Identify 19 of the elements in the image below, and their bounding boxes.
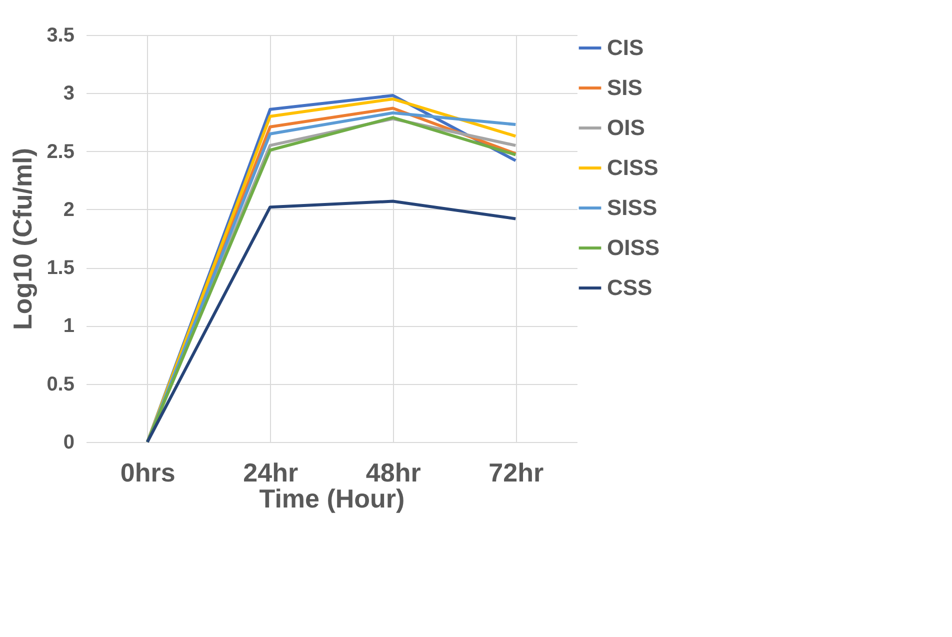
legend-label: CISS: [607, 155, 658, 180]
legend-label: CIS: [607, 35, 644, 60]
y-tick-label: 1: [63, 315, 74, 338]
y-tick-label: 0.5: [46, 373, 74, 396]
x-tick-label: 72hr: [488, 458, 544, 488]
y-tick-label: 3.5: [46, 24, 74, 46]
legend-label: OISS: [607, 235, 660, 260]
x-tick-label: 0hrs: [120, 458, 176, 488]
y-tick-label: 1.5: [46, 257, 74, 280]
legend-label: SISS: [607, 195, 658, 220]
legend-label: CSS: [607, 275, 652, 300]
legend-label: OIS: [607, 115, 645, 140]
y-tick-label: 2: [63, 198, 74, 221]
legend-label: SIS: [607, 75, 642, 100]
y-tick-label: 0: [63, 432, 74, 454]
y-tick-label: 2.5: [46, 140, 74, 163]
line-series: [146, 200, 518, 444]
y-axis-title: Log10 (Cfu/ml): [8, 148, 38, 330]
y-tick-label: 3: [63, 82, 74, 105]
